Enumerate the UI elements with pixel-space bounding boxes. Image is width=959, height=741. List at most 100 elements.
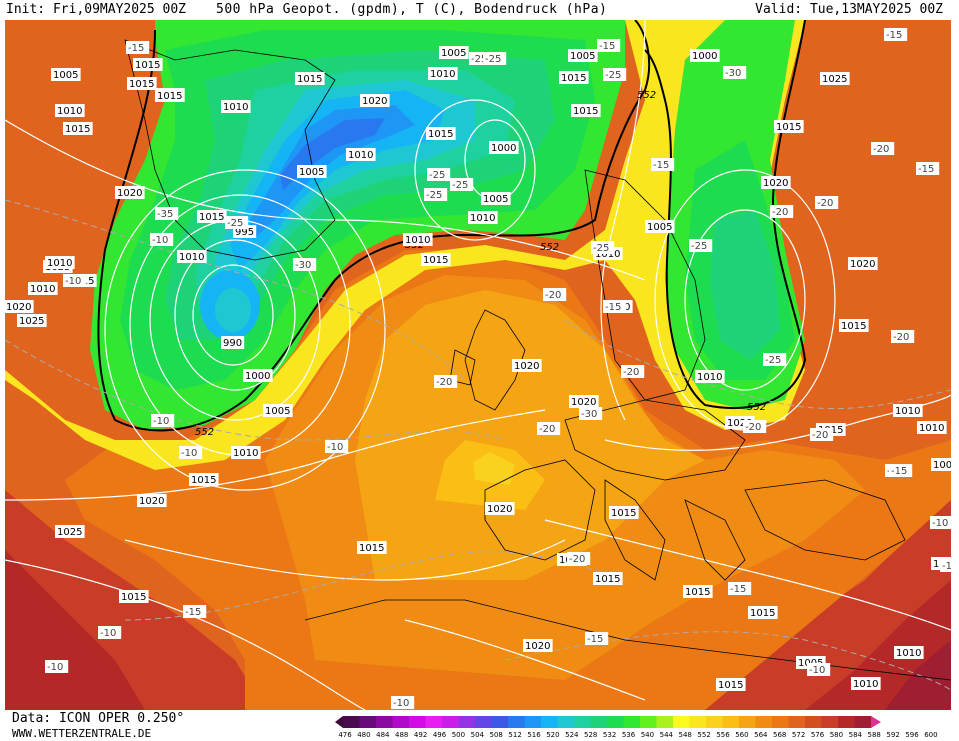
temperature-label-box bbox=[916, 162, 940, 175]
contour-552-west bbox=[97, 20, 651, 432]
temperature-label-box bbox=[537, 422, 561, 435]
legend-swatch bbox=[425, 716, 443, 728]
pressure-label: 1000 bbox=[692, 51, 717, 62]
legend-swatch bbox=[491, 716, 509, 728]
temperature-label: -10 bbox=[327, 442, 343, 453]
temperature-label-box bbox=[543, 288, 567, 301]
temperature-label: -10 bbox=[809, 665, 825, 676]
pressure-label-box bbox=[51, 68, 81, 81]
valid-time: Valid: Tue,13MAY2025 00Z bbox=[755, 2, 943, 17]
pressure-label-box bbox=[243, 369, 273, 382]
pressure-label: 1020 bbox=[362, 96, 387, 107]
temperature-label: -15 bbox=[918, 164, 934, 175]
temperature-label-box bbox=[810, 428, 834, 441]
legend-swatch bbox=[574, 716, 591, 728]
temperature-label-box bbox=[603, 300, 627, 313]
chart-header: Init: Fri,09MAY2025 00Z 500 hPa Geopot. … bbox=[0, 0, 959, 20]
pressure-label: 1015 bbox=[297, 74, 322, 85]
temperature-labels: -15 -15-25 -30-25-25-20-35-25-30-25-25-25-… bbox=[45, 28, 951, 709]
pressure-label: 1010 bbox=[470, 213, 495, 224]
coastlines bbox=[124, 39, 951, 681]
pressure-label: 1015 bbox=[573, 106, 598, 117]
pressure-label-box bbox=[28, 282, 58, 295]
temperature-label: -20 bbox=[817, 198, 833, 209]
pressure-label-box bbox=[360, 94, 390, 107]
temperature-label: -25 bbox=[765, 355, 781, 366]
chart-footer: Data: ICON OPER 0.250° WWW.WETTERZENTRAL… bbox=[0, 710, 959, 741]
pressure-label: 1015 bbox=[841, 321, 866, 332]
temperature-label-box bbox=[179, 446, 203, 459]
pressure-label: 1015 bbox=[65, 124, 90, 135]
legend-swatch bbox=[838, 716, 855, 728]
pressure-label-box bbox=[931, 458, 951, 471]
temperature-label: -35 bbox=[157, 209, 173, 220]
temperature-label-box bbox=[871, 142, 895, 155]
pressure-label-box bbox=[593, 572, 623, 585]
pressure-label: 1015 bbox=[685, 587, 710, 598]
temperature-label-box bbox=[483, 52, 507, 65]
pressure-label: 990 bbox=[223, 338, 242, 349]
legend-swatch bbox=[557, 716, 575, 728]
temperature-label-box bbox=[567, 552, 591, 565]
temperature-label: -25 bbox=[485, 54, 501, 65]
legend-swatch bbox=[524, 716, 542, 728]
pressure-label-box bbox=[683, 585, 713, 598]
pressure-label-box bbox=[893, 404, 923, 417]
label-552: 552 bbox=[195, 427, 214, 438]
legend-tick-label: 528 bbox=[584, 731, 598, 739]
temperature-label-box bbox=[63, 274, 87, 287]
pressure-label-box bbox=[917, 421, 947, 434]
temperature-label: -20 bbox=[436, 377, 452, 388]
pressure-label-box bbox=[568, 49, 598, 62]
pressure-label-box bbox=[645, 220, 675, 233]
legend-tick-label: 480 bbox=[357, 731, 371, 739]
temperature-label-box bbox=[621, 365, 645, 378]
pressure-label: 1010 bbox=[179, 252, 204, 263]
pressure-label-box bbox=[295, 72, 325, 85]
temperature-label: -15 bbox=[730, 584, 746, 595]
pressure-label-box bbox=[571, 104, 601, 117]
pressure-label: 1010 bbox=[430, 69, 455, 80]
temperature-label-box bbox=[427, 168, 451, 181]
pressure-label: 1025 bbox=[57, 527, 82, 538]
temperature-label-box bbox=[603, 68, 627, 81]
pressure-label: 1010 bbox=[405, 235, 430, 246]
pressure-label-box bbox=[231, 446, 261, 459]
temperature-label-box bbox=[930, 516, 951, 529]
temperature-label: -30 bbox=[295, 260, 311, 271]
temperature-label: -20 bbox=[772, 207, 788, 218]
temperature-label: -20 bbox=[893, 332, 909, 343]
temperature-label: -30 bbox=[725, 68, 741, 79]
pressure-label: 1020 bbox=[763, 178, 788, 189]
pressure-label-box bbox=[512, 359, 542, 372]
pressure-label: 1005 bbox=[483, 194, 508, 205]
pressure-label-box bbox=[155, 89, 185, 102]
legend-swatch bbox=[772, 716, 789, 728]
temperature-label: -25 bbox=[429, 170, 445, 181]
legend-tick-label: 592 bbox=[886, 731, 900, 739]
legend-tick-label: 596 bbox=[905, 731, 919, 739]
temperature-label: -15 bbox=[185, 607, 201, 618]
pressure-label-box bbox=[761, 176, 791, 189]
legend-swatch bbox=[442, 716, 459, 728]
legend-tick-label: 564 bbox=[754, 731, 768, 739]
legend-tick-label: 488 bbox=[395, 731, 409, 739]
temperature-label-box bbox=[723, 66, 747, 79]
temperature-label-box bbox=[940, 559, 951, 572]
legend-swatch bbox=[458, 716, 476, 728]
chart-title: 500 hPa Geopot. (gpdm), T (C), Bodendruc… bbox=[216, 2, 608, 17]
pressure-label: 1010 bbox=[233, 448, 258, 459]
legend-swatch bbox=[821, 716, 839, 728]
temperature-label-box bbox=[763, 353, 787, 366]
pressure-label: 1020 bbox=[850, 259, 875, 270]
pressure-label: 1010 bbox=[895, 406, 920, 417]
legend-swatch bbox=[590, 716, 608, 728]
color-legend bbox=[335, 716, 881, 728]
temperature-label: -10 bbox=[932, 518, 948, 529]
legend-swatch bbox=[722, 716, 740, 728]
legend-swatch bbox=[706, 716, 723, 728]
temperature-label: -25 bbox=[227, 218, 243, 229]
legend-tick-label: 484 bbox=[376, 731, 390, 739]
pressure-label: 1010 bbox=[853, 679, 878, 690]
temperature-label: -20 bbox=[745, 422, 761, 433]
